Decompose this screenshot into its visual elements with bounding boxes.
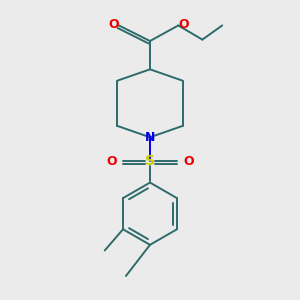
Text: O: O <box>179 17 189 31</box>
Text: N: N <box>145 131 155 144</box>
Text: S: S <box>145 154 155 168</box>
Text: O: O <box>106 155 116 168</box>
Text: O: O <box>108 17 119 31</box>
Text: O: O <box>184 155 194 168</box>
